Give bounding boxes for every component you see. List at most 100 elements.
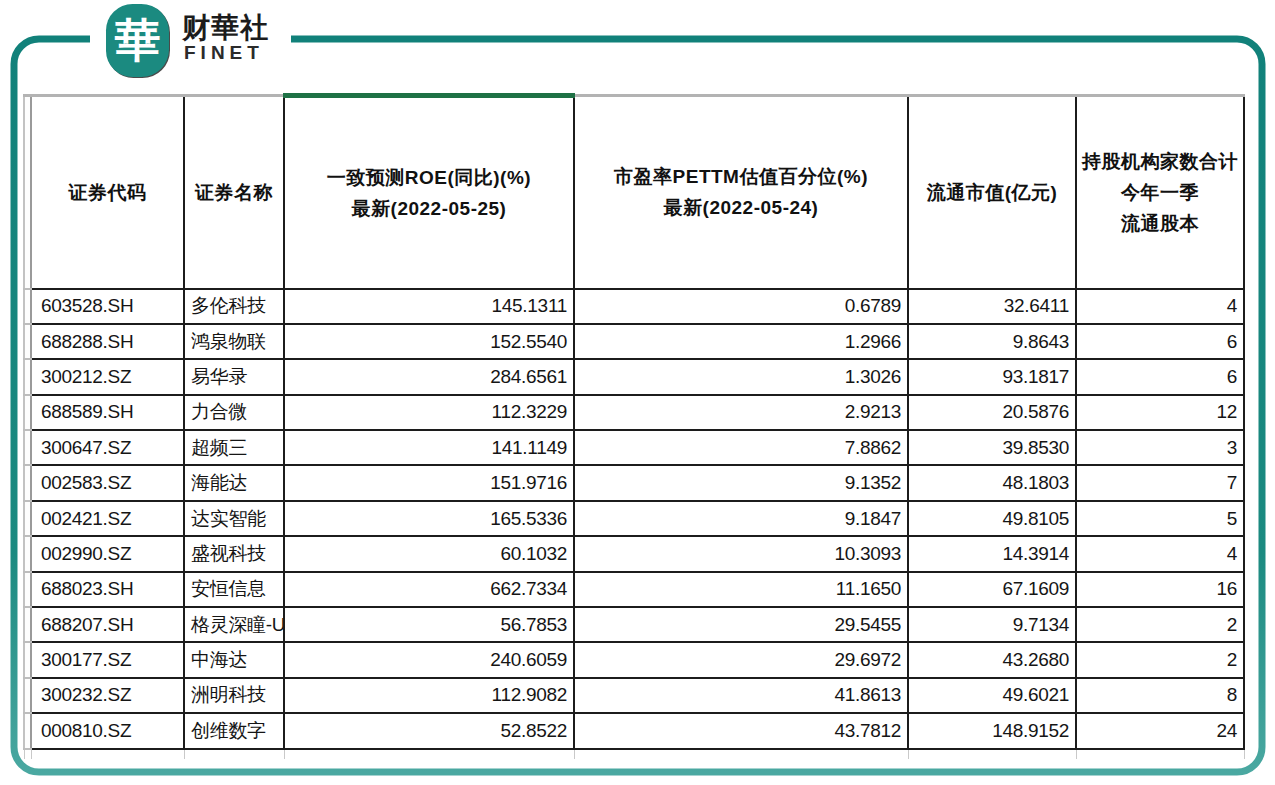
cell-code: 000810.SZ bbox=[31, 713, 184, 748]
cell-inst: 6 bbox=[1076, 324, 1244, 359]
cell-code: 300232.SZ bbox=[31, 678, 184, 713]
cell-mcap: 9.7134 bbox=[908, 607, 1076, 642]
row-sliver bbox=[24, 536, 31, 571]
column-header-inst-line3: 流通股本 bbox=[1077, 208, 1243, 239]
cell-mcap: 43.2680 bbox=[908, 642, 1076, 677]
table-header-row: 证券代码 证券名称 一致预测ROE(同比)(%) 最新(2022-05-25) … bbox=[24, 96, 1244, 289]
cell-roe: 240.6059 bbox=[284, 642, 574, 677]
cell-mcap: 48.1803 bbox=[908, 465, 1076, 500]
column-header-roe-line1: 一致预测ROE(同比)(%) bbox=[285, 162, 573, 193]
row-sliver bbox=[24, 395, 31, 430]
cell-name: 力合微 bbox=[184, 395, 284, 430]
cell-inst: 7 bbox=[1076, 465, 1244, 500]
cell-pettm: 29.6972 bbox=[574, 642, 908, 677]
cell-name: 海能达 bbox=[184, 465, 284, 500]
cell-code: 002990.SZ bbox=[31, 536, 184, 571]
brand-name-en: FINET bbox=[184, 43, 264, 63]
row-sliver bbox=[24, 642, 31, 677]
column-header-code-label: 证券代码 bbox=[32, 177, 183, 208]
table-row: 603528.SH多伦科技145.13110.678932.64114 bbox=[24, 289, 1244, 324]
cell-roe: 145.1311 bbox=[284, 289, 574, 324]
cell-inst: 5 bbox=[1076, 501, 1244, 536]
cell-inst: 4 bbox=[1076, 536, 1244, 571]
cell-code: 688207.SH bbox=[31, 607, 184, 642]
cell-inst: 8 bbox=[1076, 678, 1244, 713]
cell-inst: 2 bbox=[1076, 642, 1244, 677]
cell-name: 创维数字 bbox=[184, 713, 284, 748]
cell-pettm: 41.8613 bbox=[574, 678, 908, 713]
cell-name: 易华录 bbox=[184, 359, 284, 394]
empty-cell bbox=[574, 749, 908, 759]
table-row: 002421.SZ达实智能165.53369.184749.81055 bbox=[24, 501, 1244, 536]
table-row: 688288.SH鸿泉物联152.55401.29669.86436 bbox=[24, 324, 1244, 359]
brand-name-cn: 财華社 bbox=[182, 13, 269, 43]
cell-mcap: 49.6021 bbox=[908, 678, 1076, 713]
cell-roe: 151.9716 bbox=[284, 465, 574, 500]
row-sliver bbox=[24, 359, 31, 394]
cell-pettm: 10.3093 bbox=[574, 536, 908, 571]
empty-cell bbox=[31, 749, 184, 759]
column-header-code: 证券代码 bbox=[31, 96, 184, 289]
table-row: 300232.SZ洲明科技112.908241.861349.60218 bbox=[24, 678, 1244, 713]
column-header-mcap-label: 流通市值(亿元) bbox=[909, 177, 1075, 208]
row-sliver bbox=[24, 749, 31, 759]
cell-roe: 60.1032 bbox=[284, 536, 574, 571]
logo-mark-glyph: 華 bbox=[115, 10, 161, 72]
cell-name: 超频三 bbox=[184, 430, 284, 465]
row-sliver bbox=[24, 713, 31, 748]
cell-code: 002421.SZ bbox=[31, 501, 184, 536]
empty-cell bbox=[284, 749, 574, 759]
row-sliver bbox=[24, 430, 31, 465]
cell-roe: 112.3229 bbox=[284, 395, 574, 430]
column-header-name: 证券名称 bbox=[184, 96, 284, 289]
column-header-pettm: 市盈率PETTM估值百分位(%) 最新(2022-05-24) bbox=[574, 96, 908, 289]
row-sliver bbox=[24, 465, 31, 500]
cell-code: 603528.SH bbox=[31, 289, 184, 324]
empty-cell bbox=[184, 749, 284, 759]
cell-mcap: 14.3914 bbox=[908, 536, 1076, 571]
cell-mcap: 49.8105 bbox=[908, 501, 1076, 536]
cell-pettm: 9.1352 bbox=[574, 465, 908, 500]
cell-pettm: 29.5455 bbox=[574, 607, 908, 642]
cell-inst: 3 bbox=[1076, 430, 1244, 465]
cell-name: 格灵深瞳-U bbox=[184, 607, 284, 642]
cell-name: 鸿泉物联 bbox=[184, 324, 284, 359]
column-header-roe: 一致预测ROE(同比)(%) 最新(2022-05-25) bbox=[284, 96, 574, 289]
cell-inst: 4 bbox=[1076, 289, 1244, 324]
partial-row bbox=[24, 749, 1244, 759]
cell-mcap: 39.8530 bbox=[908, 430, 1076, 465]
cell-code: 688288.SH bbox=[31, 324, 184, 359]
cell-code: 300177.SZ bbox=[31, 642, 184, 677]
table-row: 688207.SH格灵深瞳-U56.785329.54559.71342 bbox=[24, 607, 1244, 642]
table-row: 688589.SH力合微112.32292.921320.587612 bbox=[24, 395, 1244, 430]
cell-pettm: 7.8862 bbox=[574, 430, 908, 465]
row-sliver bbox=[24, 501, 31, 536]
table-row: 002583.SZ海能达151.97169.135248.18037 bbox=[24, 465, 1244, 500]
column-header-inst-line1: 持股机构家数合计 bbox=[1077, 146, 1243, 177]
column-header-pettm-line1: 市盈率PETTM估值百分位(%) bbox=[575, 161, 907, 192]
cell-pettm: 9.1847 bbox=[574, 501, 908, 536]
cell-roe: 165.5336 bbox=[284, 501, 574, 536]
table-row: 300177.SZ中海达240.605929.697243.26802 bbox=[24, 642, 1244, 677]
cell-inst: 6 bbox=[1076, 359, 1244, 394]
table-row: 002990.SZ盛视科技60.103210.309314.39144 bbox=[24, 536, 1244, 571]
cell-pettm: 0.6789 bbox=[574, 289, 908, 324]
column-header-roe-line2: 最新(2022-05-25) bbox=[285, 193, 573, 224]
column-header-pettm-line2: 最新(2022-05-24) bbox=[575, 192, 907, 223]
stock-table: 证券代码 证券名称 一致预测ROE(同比)(%) 最新(2022-05-25) … bbox=[23, 93, 1243, 759]
cell-code: 300212.SZ bbox=[31, 359, 184, 394]
cell-pettm: 1.3026 bbox=[574, 359, 908, 394]
finet-logo-icon: 華 bbox=[106, 4, 169, 77]
cell-pettm: 2.9213 bbox=[574, 395, 908, 430]
cell-pettm: 43.7812 bbox=[574, 713, 908, 748]
row-sliver bbox=[24, 572, 31, 607]
table-row: 000810.SZ创维数字52.852243.7812148.915224 bbox=[24, 713, 1244, 748]
page-canvas: 華 财華社 FINET 证券代码 证券名称 一致预测ROE(同 bbox=[0, 0, 1275, 785]
cell-mcap: 67.1609 bbox=[908, 572, 1076, 607]
column-header-name-label: 证券名称 bbox=[185, 177, 283, 208]
cell-roe: 284.6561 bbox=[284, 359, 574, 394]
row-sliver bbox=[24, 324, 31, 359]
cell-code: 300647.SZ bbox=[31, 430, 184, 465]
cell-code: 688589.SH bbox=[31, 395, 184, 430]
cell-pettm: 11.1650 bbox=[574, 572, 908, 607]
